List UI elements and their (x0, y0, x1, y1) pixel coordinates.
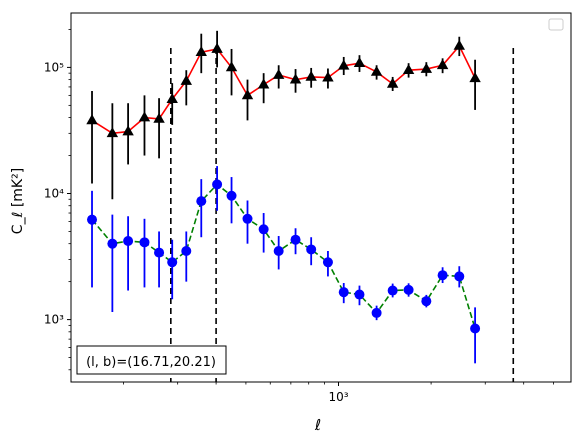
y-tick-label: 10⁵ (44, 60, 64, 74)
data-point-circle (139, 237, 150, 248)
data-point-circle (338, 287, 349, 298)
data-point-circle (354, 289, 365, 300)
annotation-text: (l, b)=(16.71,20.21) (86, 355, 216, 370)
data-point-triangle (420, 62, 433, 73)
y-tick-label: 10⁴ (44, 186, 64, 200)
annotation: (l, b)=(16.71,20.21) (76, 345, 227, 375)
data-point-circle (306, 244, 317, 255)
data-point-triangle (153, 112, 165, 123)
series-2 (87, 166, 481, 364)
annotation-box (76, 345, 227, 375)
data-point-triangle (338, 59, 350, 70)
data-point-circle (470, 323, 481, 334)
data-point-circle (226, 190, 237, 201)
data-point-circle (154, 247, 165, 258)
data-point-circle (437, 270, 448, 281)
data-point-triangle (272, 68, 285, 79)
data-point-circle (322, 257, 333, 268)
data-point-triangle (86, 114, 98, 125)
data-point-triangle (122, 125, 134, 136)
data-point-triangle (257, 78, 270, 89)
x-axis-label: ℓ (314, 416, 321, 434)
data-point-triangle (469, 72, 481, 83)
data-point-triangle (353, 56, 366, 68)
data-point-triangle (370, 65, 383, 76)
data-point-triangle (322, 71, 334, 82)
x-tick-label: 10³ (328, 390, 348, 404)
data-point-circle (421, 296, 432, 307)
data-point-triangle (241, 89, 254, 100)
data-point-circle (181, 245, 192, 256)
data-point-circle (167, 257, 178, 268)
data-point-triangle (289, 73, 302, 84)
data-point-circle (212, 179, 223, 190)
data-point-triangle (195, 45, 207, 57)
y-tick-label: 10³ (44, 313, 64, 327)
data-point-triangle (225, 61, 238, 72)
y-axis-label: C_ℓ [mK²] (10, 168, 26, 234)
data-point-triangle (106, 127, 119, 138)
data-point-circle (387, 285, 398, 296)
data-point-triangle (211, 42, 223, 53)
data-point-circle (258, 224, 269, 235)
data-series-layer (86, 30, 481, 364)
data-point-triangle (166, 92, 178, 103)
data-point-triangle (138, 111, 151, 122)
data-point-triangle (402, 64, 415, 75)
data-point-circle (290, 234, 301, 245)
data-point-circle (454, 271, 465, 282)
data-point-triangle (386, 77, 399, 88)
data-point-circle (273, 245, 284, 256)
data-point-circle (371, 307, 382, 318)
data-point-triangle (305, 70, 317, 81)
data-point-circle (107, 238, 118, 249)
data-point-circle (242, 213, 253, 224)
data-point-triangle (453, 39, 465, 50)
data-point-triangle (180, 74, 192, 85)
series-1 (86, 30, 481, 200)
legend (548, 18, 564, 31)
data-point-circle (87, 214, 98, 225)
plot-area (70, 12, 572, 383)
legend-box (548, 18, 564, 31)
data-point-circle (123, 236, 134, 247)
vertical-dashed-lines (170, 48, 515, 382)
data-point-triangle (436, 59, 449, 70)
data-point-circle (403, 284, 414, 295)
axis-ticks-layer: 10³ 10⁴ 10⁵ 10³ (44, 29, 554, 404)
data-point-circle (196, 196, 207, 207)
